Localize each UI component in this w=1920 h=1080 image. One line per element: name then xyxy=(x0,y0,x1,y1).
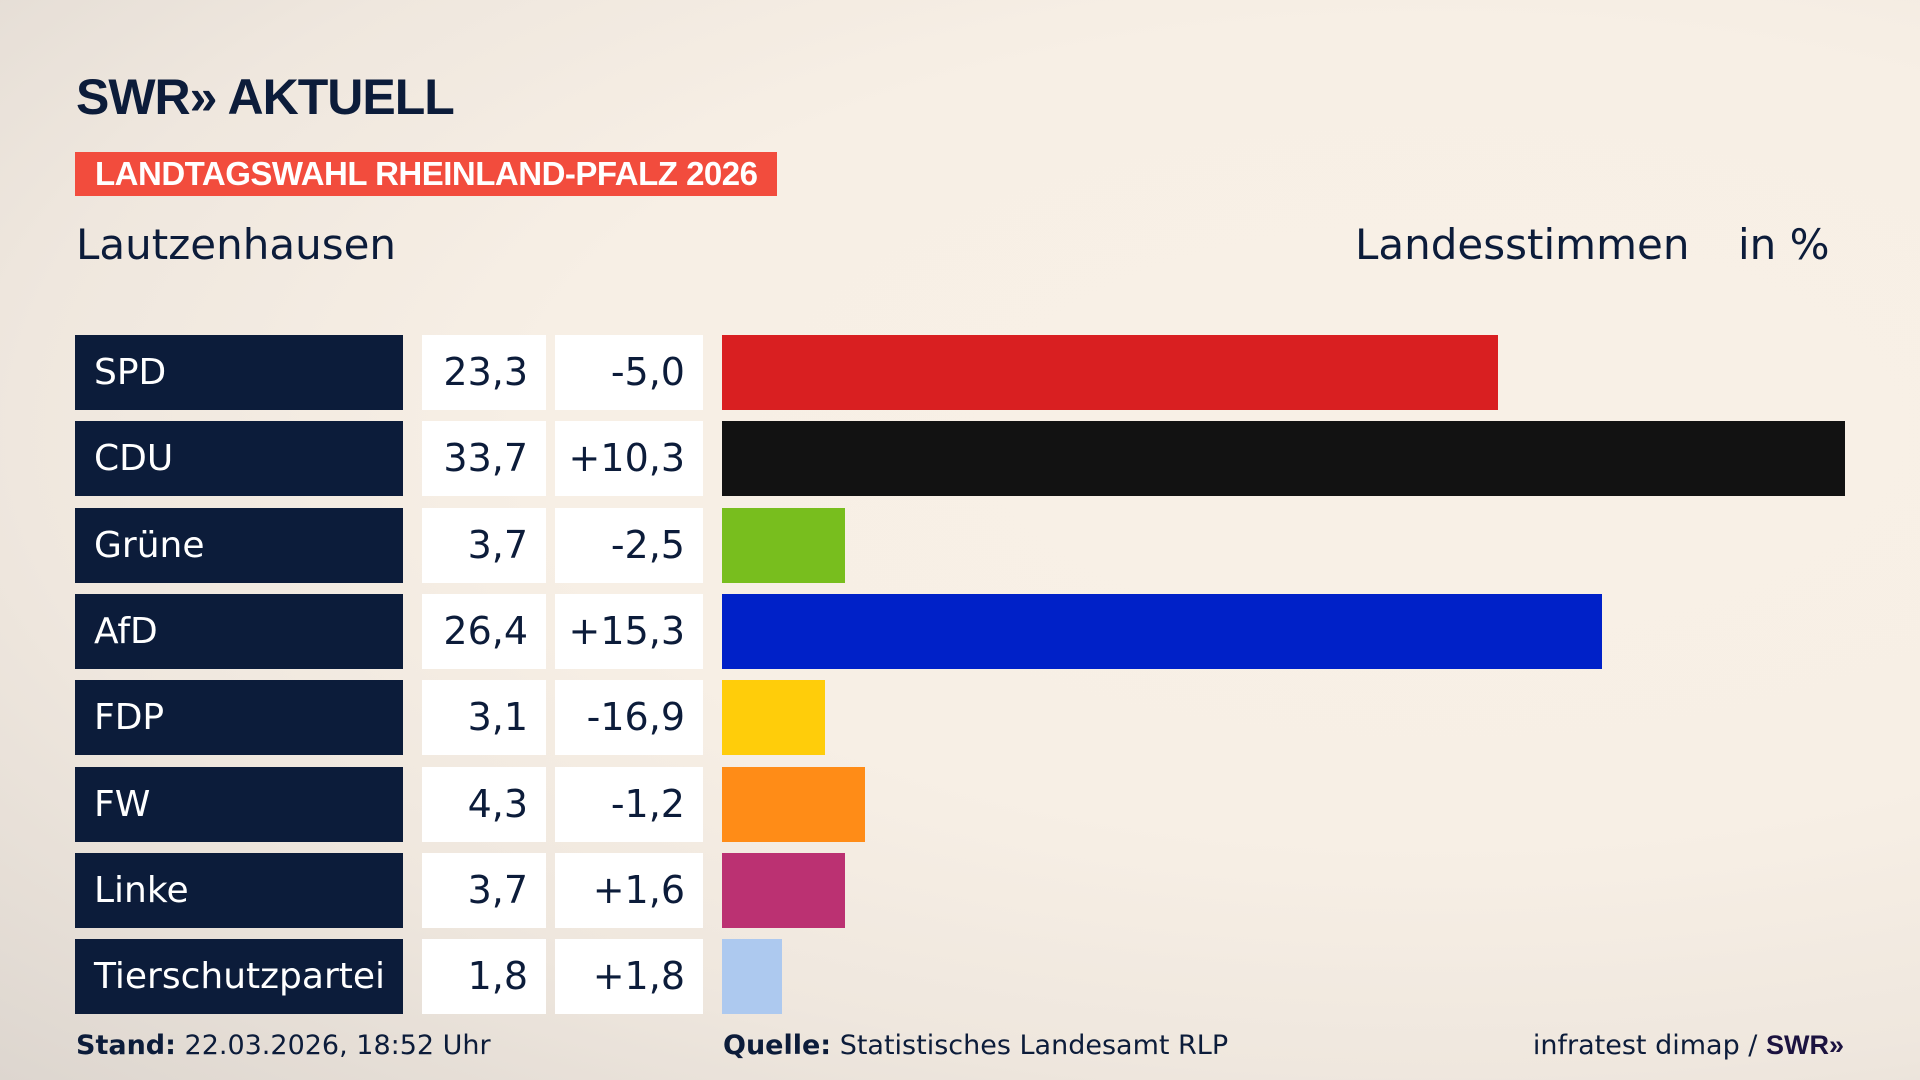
result-row: Tierschutzpartei 1,8 +1,8 xyxy=(0,939,1920,1015)
election-banner: LANDTAGSWAHL RHEINLAND-PFALZ 2026 xyxy=(75,152,778,196)
value-label: 3,7 xyxy=(422,852,546,928)
stand-label: Stand: xyxy=(76,1030,176,1061)
result-row: FW 4,3 -1,2 xyxy=(0,766,1920,842)
diff-label: +15,3 xyxy=(555,593,703,669)
diff-label: +1,8 xyxy=(555,939,703,1015)
result-row: FDP 3,1 -16,9 xyxy=(0,680,1920,756)
party-label: Grüne xyxy=(75,507,403,583)
bar-fdp xyxy=(722,680,826,756)
bar-tierschutzpartei xyxy=(722,939,782,1015)
swr-aktuell-logo: SWR» AKTUELL xyxy=(76,69,455,125)
vote-type-label: Landesstimmen xyxy=(1355,220,1690,269)
bar-spd xyxy=(722,335,1499,410)
bar-cdu xyxy=(722,421,1845,497)
result-row: Grüne 3,7 -2,5 xyxy=(0,507,1920,583)
result-row: AfD 26,4 +15,3 xyxy=(0,593,1920,669)
diff-label: +10,3 xyxy=(555,421,703,497)
timestamp: Stand: 22.03.2026, 18:52 Uhr xyxy=(76,1030,491,1061)
party-label: Linke xyxy=(75,852,403,928)
value-label: 23,3 xyxy=(422,335,546,410)
swr-logo: SWR» xyxy=(1765,1030,1844,1060)
bar-linke xyxy=(722,852,846,928)
diff-label: -2,5 xyxy=(555,507,703,583)
value-label: 1,8 xyxy=(422,939,546,1015)
place-title: Lautzenhausen xyxy=(76,220,397,269)
diff-label: +1,6 xyxy=(555,852,703,928)
credit-text: infratest dimap / xyxy=(1532,1030,1766,1061)
party-label: FDP xyxy=(75,680,403,756)
result-row: SPD 23,3 -5,0 xyxy=(0,335,1920,410)
bar-fw xyxy=(722,766,866,842)
value-label: 33,7 xyxy=(422,421,546,497)
diff-label: -16,9 xyxy=(555,680,703,756)
stand-value: 22.03.2026, 18:52 Uhr xyxy=(184,1030,491,1061)
result-row: Linke 3,7 +1,6 xyxy=(0,852,1920,928)
source-value: Statistisches Landesamt RLP xyxy=(839,1030,1229,1061)
party-label: FW xyxy=(75,766,403,842)
party-label: AfD xyxy=(75,593,403,669)
value-label: 3,1 xyxy=(422,680,546,756)
bar-afd xyxy=(722,593,1602,669)
source-label: Quelle: xyxy=(723,1030,832,1061)
unit-label: in % xyxy=(1738,220,1830,269)
result-row: CDU 33,7 +10,3 xyxy=(0,421,1920,497)
credit: infratest dimap / SWR» xyxy=(1533,1030,1844,1061)
diff-label: -5,0 xyxy=(555,335,703,410)
value-label: 26,4 xyxy=(422,593,546,669)
value-label: 4,3 xyxy=(422,766,546,842)
source: Quelle: Statistisches Landesamt RLP xyxy=(723,1030,1228,1061)
party-label: CDU xyxy=(75,421,403,497)
party-label: Tierschutzpartei xyxy=(75,939,403,1015)
party-label: SPD xyxy=(75,335,403,410)
diff-label: -1,2 xyxy=(555,766,703,842)
bar-grüne xyxy=(722,507,846,583)
value-label: 3,7 xyxy=(422,507,546,583)
